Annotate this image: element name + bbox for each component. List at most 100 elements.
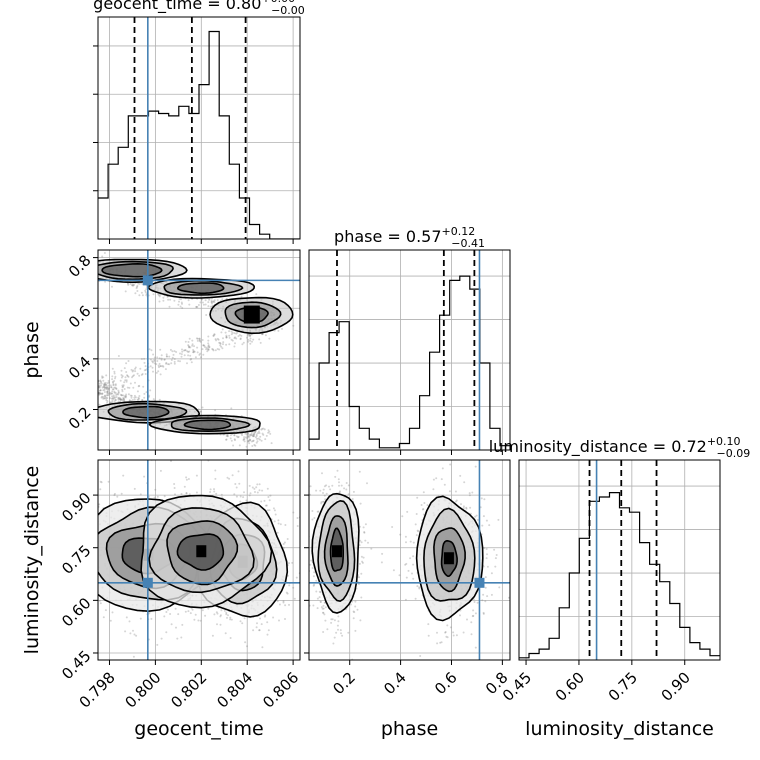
scatter-point (315, 590, 318, 593)
scatter-point (173, 360, 176, 363)
scatter-point (184, 349, 186, 352)
scatter-point (195, 491, 198, 494)
scatter-point (92, 564, 94, 566)
scatter-point (228, 330, 231, 333)
scatter-point (158, 300, 161, 303)
scatter-point (245, 433, 248, 436)
scatter-point (234, 336, 237, 339)
histogram-step-line (309, 275, 510, 449)
scatter-point (482, 515, 485, 518)
scatter-point (202, 344, 205, 347)
scatter-point (235, 435, 238, 438)
scatter-point (184, 349, 187, 352)
scatter-point (321, 472, 323, 475)
scatter-point (324, 619, 327, 622)
scatter-point (202, 344, 205, 347)
scatter-point (160, 354, 163, 357)
scatter-point (252, 629, 255, 632)
scatter-point (171, 356, 174, 359)
scatter-point (122, 398, 125, 401)
scatter-point (119, 397, 122, 400)
x-tick-label: 0.804 (213, 668, 256, 711)
scatter-point (251, 340, 253, 343)
scatter-point (249, 439, 252, 442)
scatter-point (120, 369, 123, 372)
scatter-point (283, 541, 286, 544)
scatter-point (188, 350, 191, 353)
scatter-point (111, 397, 114, 400)
scatter-point (136, 398, 139, 401)
scatter-point (175, 351, 178, 353)
scatter-point (113, 380, 116, 382)
scatter-point (249, 337, 252, 340)
scatter-point (158, 362, 161, 365)
scatter-point (255, 434, 258, 437)
scatter-point (136, 286, 138, 288)
scatter-point (145, 288, 148, 291)
scatter-point (225, 435, 228, 437)
scatter-point (109, 384, 112, 387)
scatter-point (98, 386, 101, 389)
scatter-point (238, 334, 241, 336)
scatter-point (180, 636, 183, 639)
scatter-point (173, 350, 176, 353)
scatter-point (98, 403, 101, 406)
scatter-point (322, 631, 325, 633)
scatter-point (264, 504, 267, 507)
scatter-point (244, 641, 247, 644)
scatter-point (130, 396, 133, 399)
scatter-point (192, 351, 195, 354)
scatter-point (248, 442, 251, 445)
scatter-point (455, 499, 458, 502)
scatter-point (106, 390, 109, 393)
scatter-point (414, 523, 417, 526)
scatter-point (229, 434, 232, 437)
scatter-point (171, 350, 174, 353)
scatter-point (95, 381, 97, 383)
scatter-point (76, 525, 78, 527)
scatter-point (260, 623, 263, 626)
scatter-point (202, 353, 205, 356)
scatter-point (102, 397, 105, 400)
scatter-point (113, 397, 116, 400)
scatter-point (242, 341, 245, 344)
scatter-point (137, 396, 140, 399)
title-lower-error: −0.09 (717, 447, 751, 460)
scatter-point (162, 365, 165, 368)
scatter-point (148, 348, 151, 351)
scatter-point (108, 381, 110, 384)
scatter-point (123, 400, 126, 403)
scatter-point (238, 444, 241, 447)
scatter-point (112, 384, 115, 387)
scatter-point (94, 389, 96, 391)
scatter-point (101, 395, 104, 398)
scatter-point (248, 435, 251, 438)
scatter-point (249, 434, 252, 437)
scatter-point (249, 335, 251, 338)
scatter-point (112, 383, 115, 386)
scatter-point (161, 364, 164, 367)
scatter-point (191, 344, 194, 347)
scatter-point (243, 617, 246, 620)
scatter-point (88, 511, 90, 513)
scatter-point (205, 346, 208, 349)
scatter-point (225, 613, 228, 616)
scatter-point (222, 337, 224, 340)
scatter-point (98, 382, 101, 385)
scatter-point (120, 394, 123, 397)
scatter-point (381, 552, 384, 555)
scatter-point (284, 618, 286, 620)
scatter-point (187, 345, 190, 348)
scatter-point (253, 443, 256, 446)
scatter-point (103, 387, 106, 390)
scatter-point (252, 435, 255, 438)
scatter-point (137, 398, 140, 401)
scatter-point (268, 337, 271, 340)
scatter-point (44, 581, 46, 583)
scatter-point (207, 349, 210, 352)
scatter-point (258, 438, 261, 441)
scatter-point (106, 386, 109, 389)
scatter-point (132, 375, 134, 378)
scatter-point (121, 375, 124, 378)
scatter-point (138, 294, 141, 297)
